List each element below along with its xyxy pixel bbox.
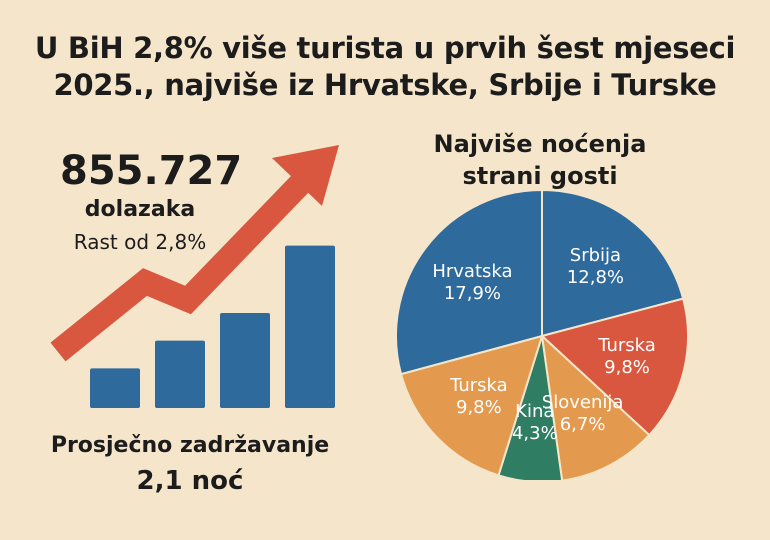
pie-slice-name: Hrvatska	[432, 260, 513, 282]
nights-pie-svg	[395, 188, 689, 483]
pie-slice-label-1: Srbija 12,8%	[567, 245, 624, 289]
pie-slice-name: Turska	[598, 335, 656, 357]
arrivals-bar-svg	[50, 145, 339, 408]
nights-pie-chart: Srbija 12,8% Turska 9,8% Slovenija 6,7% Kina 4,…	[390, 188, 700, 483]
pie-slice-value: 6,7%	[559, 413, 606, 435]
pie-slice-name: Turska	[450, 374, 508, 396]
pie-slice-label-2: Turska 9,8%	[598, 335, 656, 379]
pie-slice-label-4: Kina 4,3%	[512, 401, 558, 445]
arrivals-label: dolazaka	[84, 197, 196, 222]
pie-slice-value: 4,3%	[511, 423, 558, 445]
chart-title: U BiH 2,8% više turista u prvih šest mje…	[0, 30, 770, 104]
bar-3	[220, 312, 270, 408]
pie-slice-value: 9,8%	[604, 357, 650, 379]
pie-slice-value: 12,8%	[566, 266, 625, 288]
pie-slice-name: Kina	[515, 401, 555, 423]
pie-slice-label-5: Turska 9,8%	[450, 375, 508, 419]
trend-arrow-head	[272, 145, 339, 206]
pie-slice-value: 9,8%	[456, 396, 502, 418]
arrivals-value: 855.727	[60, 148, 243, 194]
trend-arrow-shaft	[50, 175, 309, 362]
title-line-1: U BiH 2,8% više turista u prvih šest mje…	[34, 31, 736, 65]
average-stay-value: 2,1 noć	[136, 466, 244, 496]
pie-slice-label-3: Slovenija 6,7%	[542, 392, 624, 436]
pie-slice-6	[395, 188, 543, 376]
average-stay-label: Prosječno zadržavanje	[50, 433, 330, 458]
bar-2	[155, 340, 205, 408]
title-line-2: 2025., najviše iz Hrvatske, Srbije i Tur…	[53, 68, 717, 102]
pie-slice-5	[399, 334, 544, 477]
pie-slice-2	[539, 297, 689, 437]
pie-slice-name: Slovenija	[541, 391, 624, 413]
pie-slice-1	[541, 188, 685, 338]
arrivals-bar-chart: 855.727 dolazaka Rast od 2,8% Prosječno …	[0, 0, 370, 540]
bar-4	[285, 245, 335, 408]
pie-slice-name: Srbija	[569, 244, 622, 266]
pie-slice-value: 17,9%	[443, 282, 502, 304]
bar-1	[90, 368, 140, 408]
arrivals-growth: Rast od 2,8%	[73, 230, 207, 254]
pie-slice-label-6: Hrvatska 17,9%	[432, 261, 512, 305]
pie-chart-title: Najviše noćenja strani gosti	[433, 130, 647, 190]
